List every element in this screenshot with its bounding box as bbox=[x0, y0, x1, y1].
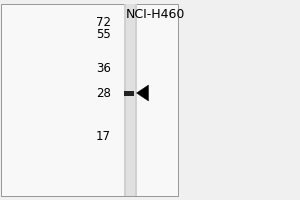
Text: 17: 17 bbox=[96, 130, 111, 142]
Text: 36: 36 bbox=[96, 62, 111, 75]
Text: NCI-H460: NCI-H460 bbox=[126, 8, 185, 21]
Text: 28: 28 bbox=[96, 87, 111, 100]
Text: 72: 72 bbox=[96, 17, 111, 29]
Text: 55: 55 bbox=[96, 28, 111, 42]
Bar bbox=[126, 4, 135, 196]
Polygon shape bbox=[136, 85, 148, 101]
Bar bbox=[1, 4, 178, 196]
Bar bbox=[124, 90, 134, 96]
Bar bbox=[124, 4, 136, 196]
